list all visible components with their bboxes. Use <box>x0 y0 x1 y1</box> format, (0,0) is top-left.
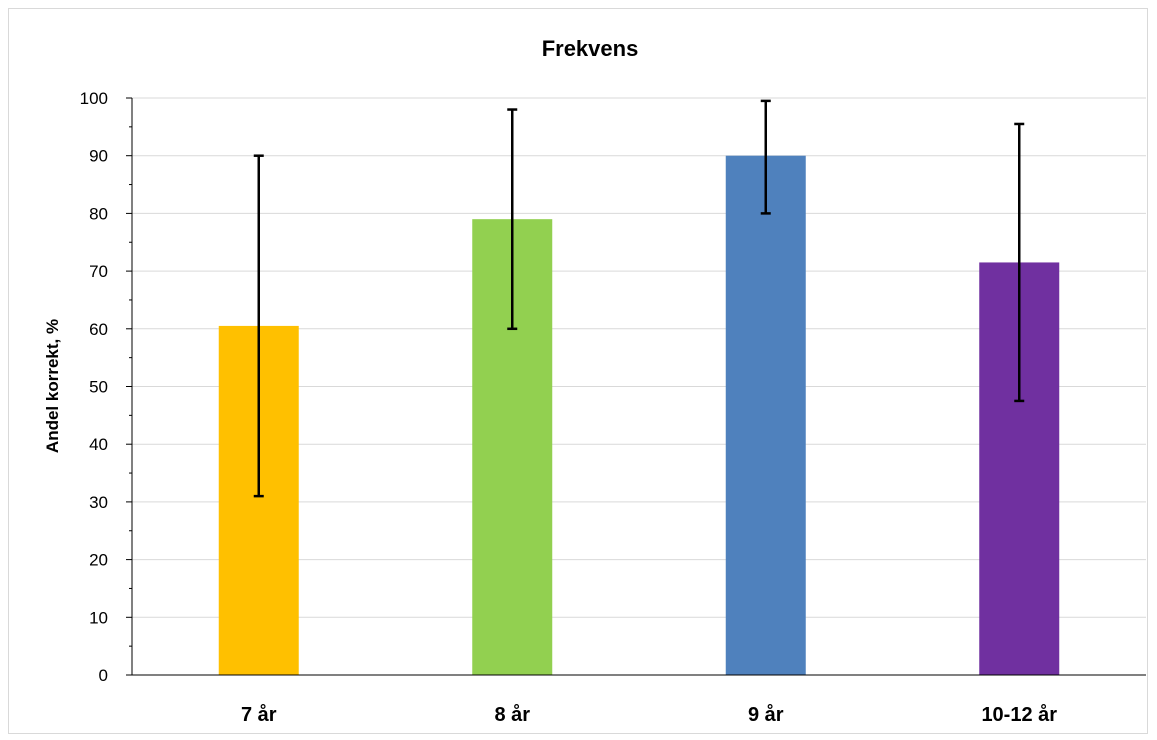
chart-title: Frekvens <box>542 36 639 61</box>
y-axis-label: Andel korrekt, % <box>43 319 62 453</box>
x-tick-label: 7 år <box>241 703 277 726</box>
y-tick-label: 90 <box>89 147 108 166</box>
y-tick-label: 80 <box>89 204 108 223</box>
y-tick-label: 20 <box>89 551 108 570</box>
y-tick-label: 10 <box>89 608 108 627</box>
y-tick-label: 60 <box>89 320 108 339</box>
x-tick-labels: 7 år 8 år 9 år 10-12 år <box>241 703 1057 726</box>
y-tick-label: 0 <box>99 666 108 685</box>
error-bars <box>254 101 1025 496</box>
y-tick-labels: 0 10 20 30 40 50 60 70 80 90 100 <box>80 89 108 685</box>
bars <box>219 156 1060 675</box>
y-tick-label: 30 <box>89 493 108 512</box>
x-tick-label: 10-12 år <box>981 703 1057 726</box>
x-tick-label: 9 år <box>748 703 784 726</box>
x-tick-label: 8 år <box>494 703 530 726</box>
y-tick-label: 40 <box>89 435 108 454</box>
y-tick-label: 50 <box>89 378 108 397</box>
y-tick-label: 100 <box>80 89 108 108</box>
y-tick-label: 70 <box>89 262 108 281</box>
bar <box>726 156 806 675</box>
